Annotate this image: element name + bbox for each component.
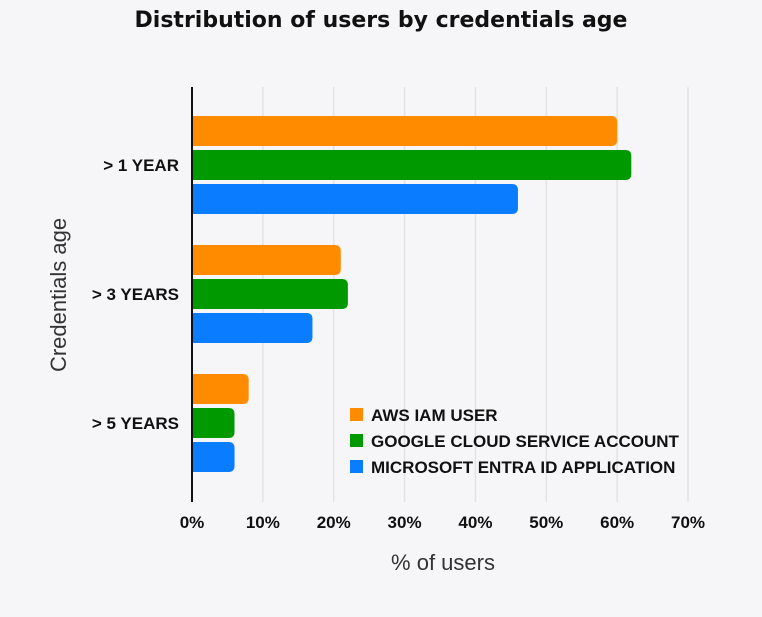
bars [192,116,632,472]
x-axis-label: % of users [391,550,495,575]
x-tick-label: 70% [671,513,705,532]
legend: AWS IAM USER GOOGLE CLOUD SERVICE ACCOUNT… [350,406,680,477]
legend-label: AWS IAM USER [371,406,498,425]
category-labels: > 1 YEAR > 3 YEARS > 5 YEARS [92,156,179,433]
bar-microsoft-entra-id-application-2 [192,442,235,472]
legend-label: MICROSOFT ENTRA ID APPLICATION [371,458,675,477]
bar-google-cloud-service-account-0 [192,150,632,180]
category-label: > 1 YEAR [103,156,179,175]
bar-aws-iam-user-0 [192,116,618,146]
category-label: > 3 YEARS [92,285,179,304]
bar-google-cloud-service-account-1 [192,279,348,309]
x-tick-label: 40% [458,513,492,532]
x-tick-labels: 0% 10% 20% 30% 40% 50% 60% 70% [180,513,705,532]
legend-swatch [350,434,363,447]
category-label: > 5 YEARS [92,414,179,433]
legend-swatch [350,408,363,421]
bar-aws-iam-user-1 [192,245,341,275]
x-tick-label: 0% [180,513,205,532]
bar-microsoft-entra-id-application-0 [192,184,518,214]
x-tick-label: 20% [317,513,351,532]
legend-label: GOOGLE CLOUD SERVICE ACCOUNT [371,432,680,451]
bar-google-cloud-service-account-2 [192,408,235,438]
x-tick-label: 30% [388,513,422,532]
chart-title: Distribution of users by credentials age [135,8,628,33]
bar-aws-iam-user-2 [192,374,249,404]
x-tick-label: 60% [600,513,634,532]
legend-swatch [350,460,363,473]
y-axis-label: Credentials age [46,218,71,372]
x-tick-label: 10% [246,513,280,532]
x-tick-label: 50% [529,513,563,532]
bar-microsoft-entra-id-application-1 [192,313,313,343]
